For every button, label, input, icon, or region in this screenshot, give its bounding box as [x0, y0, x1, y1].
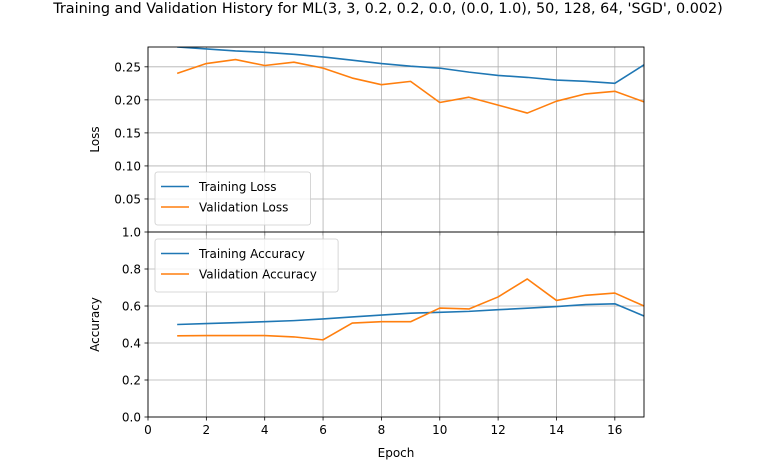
accuracy-axes-frame: [147, 231, 645, 418]
training-accuracy-legend-label: Training Accuracy: [198, 247, 305, 261]
accuracy-x-tick-label: 6: [319, 423, 327, 437]
accuracy-y-tick-label: 1.0: [122, 226, 141, 240]
loss-y-tick-label: 0.05: [114, 192, 141, 206]
accuracy-x-tick-label: 2: [203, 423, 211, 437]
validation-accuracy-legend-label: Validation Accuracy: [199, 268, 317, 282]
accuracy-x-tick-label: 0: [144, 423, 152, 437]
accuracy-y-tick-label: 0.6: [122, 300, 141, 314]
validation-accuracy-line: [177, 278, 644, 341]
x-axis-label: Epoch: [378, 446, 415, 460]
loss-y-tick-label: 0.20: [114, 93, 141, 107]
accuracy-y-tick-label: 0.0: [122, 411, 141, 425]
accuracy-x-tick-label: 10: [432, 423, 447, 437]
accuracy-y-tick-label: 0.4: [122, 337, 141, 351]
accuracy-x-tick-label: 8: [378, 423, 386, 437]
loss-legend: Training Loss Validation Loss: [154, 171, 311, 226]
accuracy-x-tick-label: 12: [490, 423, 505, 437]
accuracy-x-tick-label: 4: [261, 423, 269, 437]
validation-loss-line: [176, 58, 644, 114]
loss-panel: 0.05 0.10 0.15 0.20 0.25 Loss Training Loss Val…: [88, 46, 645, 236]
validation-loss-legend-label: Validation Loss: [199, 201, 288, 215]
accuracy-x-tick-label: 16: [607, 423, 622, 437]
loss-y-tick-label: 0.25: [114, 60, 141, 74]
accuracy-y-tick-label: 0.2: [122, 374, 141, 388]
loss-y-axis-label: Loss: [88, 126, 102, 152]
accuracy-x-tick-label: 14: [549, 423, 564, 437]
accuracy-y-tick-label: 0.8: [122, 263, 141, 277]
loss-legend-box: [154, 171, 311, 226]
loss-series-group: [176, 47, 644, 114]
chart-title: Training and Validation History for ML(3…: [52, 1, 723, 17]
accuracy-legend-box: [154, 238, 339, 293]
accuracy-series-group: [177, 278, 644, 341]
loss-y-tick-label: 0.10: [114, 159, 141, 173]
accuracy-y-axis-label: Accuracy: [88, 297, 102, 352]
training-loss-line: [177, 47, 644, 85]
accuracy-legend: Training Accuracy Validation Accuracy: [154, 238, 339, 293]
training-accuracy-line: [177, 302, 644, 326]
loss-y-tick-label: 0.15: [114, 126, 141, 140]
accuracy-panel: 0.0 0.2 0.4 0.6 0.8 1.0 0 2 4 6 8 10 12 14 16 Accuracy E…: [88, 226, 645, 460]
training-loss-legend-label: Training Loss: [198, 180, 276, 194]
